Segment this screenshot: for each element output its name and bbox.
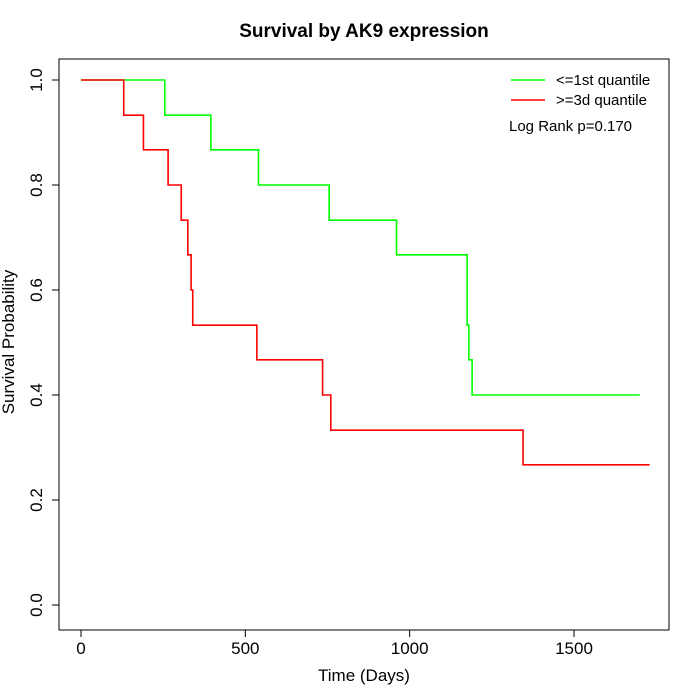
logrank-annotation: Log Rank p=0.170 [509, 118, 632, 135]
x-tick-label: 1500 [555, 639, 593, 658]
legend: <=1st quantile >=3d quantile [511, 72, 650, 109]
y-tick-label: 1.0 [27, 68, 46, 92]
y-tick-label: 0.0 [27, 593, 46, 617]
series-line-2 [81, 79, 650, 466]
legend-label: >=3d quantile [556, 92, 647, 109]
legend-label: <=1st quantile [556, 72, 650, 89]
x-tick-label: 0 [76, 639, 85, 658]
axes: 0 500 1000 1500 0.0 0.2 0.4 0.6 0.8 1.0 [27, 68, 593, 658]
x-tick-label: 500 [231, 639, 259, 658]
x-tick-label: 1000 [391, 639, 429, 658]
y-tick-label: 0.2 [27, 488, 46, 512]
y-tick-label: 0.8 [27, 173, 46, 197]
series-group [81, 79, 650, 466]
series-line-1 [81, 79, 640, 396]
y-tick-label: 0.6 [27, 278, 46, 302]
x-axis-label: Time (Days) [318, 666, 410, 685]
chart-title: Survival by AK9 expression [239, 21, 489, 42]
y-axis-label: Survival Probability [0, 269, 18, 414]
plot-frame [58, 58, 670, 631]
y-tick-label: 0.4 [27, 383, 46, 407]
